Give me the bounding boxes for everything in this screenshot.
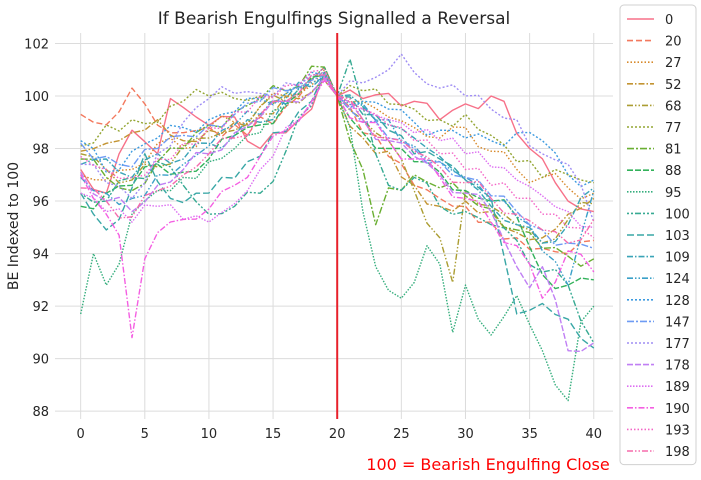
legend-label: 128 <box>665 294 690 309</box>
x-tick-label: 15 <box>265 427 282 442</box>
y-tick-label: 102 <box>24 38 49 53</box>
y-axis-ticks: 88 90 92 94 96 98 100 102 <box>24 38 49 421</box>
legend-label: 193 <box>665 423 690 438</box>
x-tick-label: 5 <box>141 427 149 442</box>
legend-label: 109 <box>665 251 690 266</box>
y-tick-label: 94 <box>32 248 49 263</box>
legend-label: 0 <box>665 13 673 28</box>
legend-label: 20 <box>665 35 682 50</box>
y-tick-label: 96 <box>32 195 49 210</box>
x-axis-ticks: 0 5 10 15 20 25 30 35 40 <box>77 427 603 442</box>
x-tick-label: 0 <box>77 427 85 442</box>
legend-label: 124 <box>665 272 690 287</box>
legend-label: 100 <box>665 207 690 222</box>
legend-label: 27 <box>665 56 682 71</box>
chart-title: If Bearish Engulfings Signalled a Revers… <box>158 9 510 29</box>
legend-label: 95 <box>665 186 682 201</box>
series-line-198 <box>80 74 595 244</box>
y-tick-label: 90 <box>32 353 49 368</box>
y-axis-label: BE Indexed to 100 <box>6 162 22 290</box>
y-tick-label: 88 <box>32 405 49 420</box>
legend-label: 88 <box>665 164 682 179</box>
x-tick-label: 35 <box>521 427 538 442</box>
legend-label: 178 <box>665 359 690 374</box>
x-tick-label: 10 <box>201 427 218 442</box>
x-tick-label: 25 <box>393 427 410 442</box>
x-tick-label: 30 <box>457 427 474 442</box>
series-line-178 <box>80 76 595 353</box>
legend-label: 68 <box>665 99 682 114</box>
legend-label: 77 <box>665 121 682 136</box>
legend-label: 190 <box>665 402 690 417</box>
legend-label: 177 <box>665 337 690 352</box>
legend-label: 147 <box>665 315 690 330</box>
legend-label: 189 <box>665 380 690 395</box>
legend-label: 52 <box>665 78 682 93</box>
legend-label: 103 <box>665 229 690 244</box>
x-tick-label: 40 <box>585 427 602 442</box>
y-tick-label: 100 <box>24 90 49 105</box>
legend-label: 198 <box>665 445 690 460</box>
legend: 0 20 27 52 68 77 81 88 95 100 103 109 124 128 147 177 17… <box>619 4 697 466</box>
annotation-text: 100 = Bearish Engulfing Close <box>366 455 609 474</box>
legend-box <box>619 4 697 466</box>
x-tick-label: 20 <box>329 427 346 442</box>
legend-label: 81 <box>665 143 682 158</box>
y-tick-label: 92 <box>32 300 49 315</box>
y-tick-label: 98 <box>32 143 49 158</box>
